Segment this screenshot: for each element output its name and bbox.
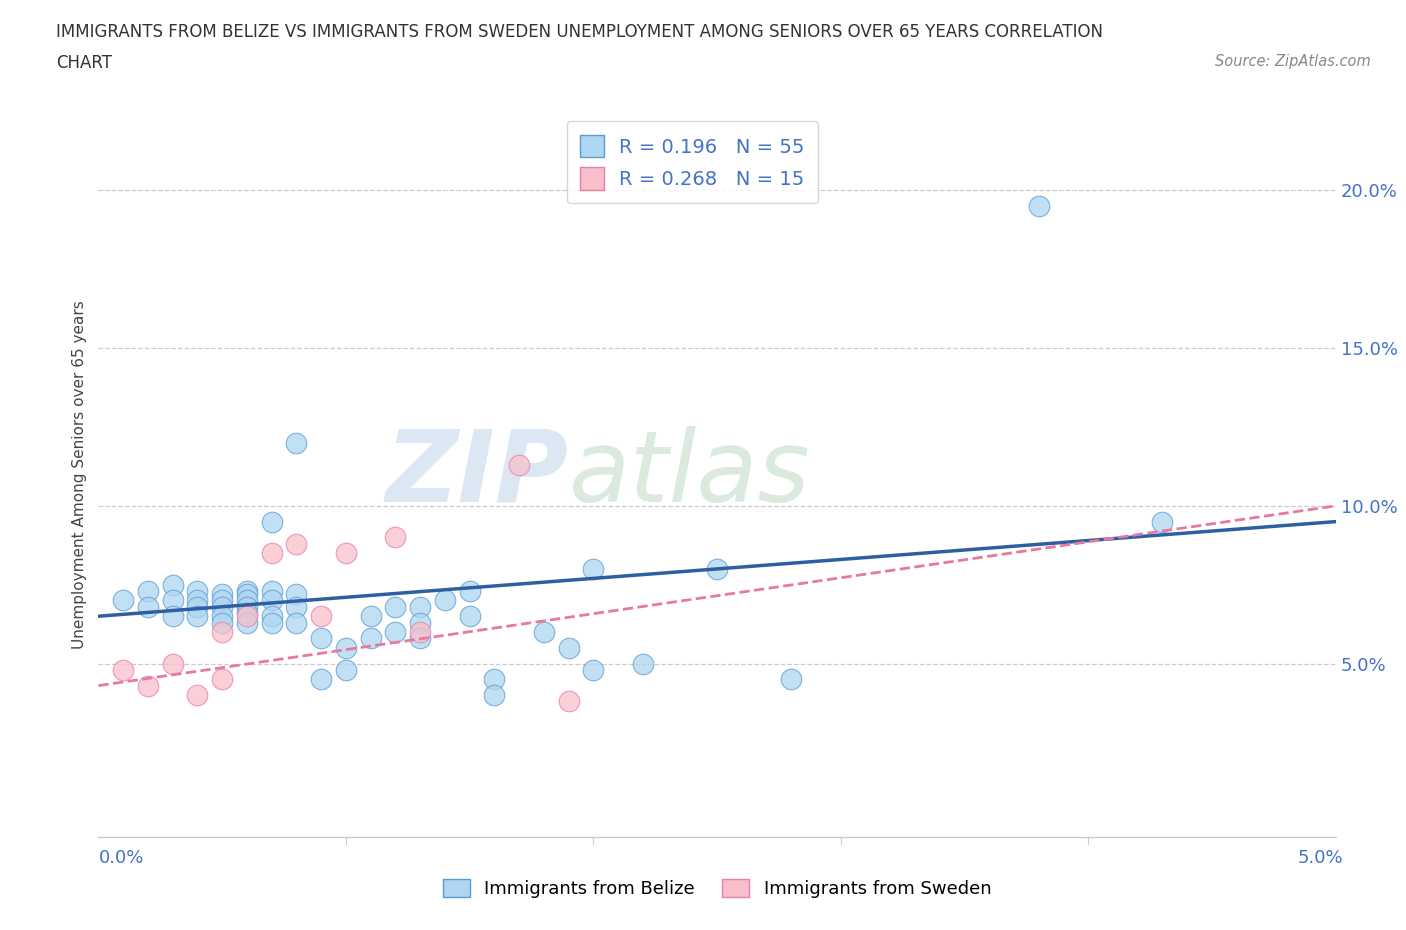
Point [557, 694, 579, 709]
Point [384, 530, 406, 545]
Point [706, 562, 728, 577]
Point [260, 514, 283, 529]
Point [186, 593, 208, 608]
Text: atlas: atlas [568, 426, 810, 523]
Point [335, 662, 357, 677]
Point [211, 593, 233, 608]
Point [409, 625, 432, 640]
Point [260, 609, 283, 624]
Point [136, 599, 159, 614]
Point [409, 631, 432, 645]
Point [780, 671, 803, 686]
Point [309, 671, 332, 686]
Point [285, 599, 308, 614]
Point [384, 599, 406, 614]
Point [186, 609, 208, 624]
Point [211, 609, 233, 624]
Point [557, 641, 579, 656]
Point [211, 587, 233, 602]
Point [260, 593, 283, 608]
Point [186, 687, 208, 702]
Point [508, 458, 530, 472]
Point [236, 615, 259, 630]
Text: CHART: CHART [56, 54, 112, 72]
Point [260, 546, 283, 561]
Point [360, 631, 382, 645]
Point [309, 631, 332, 645]
Point [631, 656, 654, 671]
Point [285, 435, 308, 450]
Point [162, 593, 184, 608]
Point [236, 593, 259, 608]
Y-axis label: Unemployment Among Seniors over 65 years: Unemployment Among Seniors over 65 years [72, 300, 87, 649]
Point [236, 583, 259, 598]
Point [285, 537, 308, 551]
Point [162, 578, 184, 592]
Point [162, 609, 184, 624]
Point [433, 593, 456, 608]
Point [484, 687, 506, 702]
Point [1028, 199, 1050, 214]
Text: ZIP: ZIP [385, 426, 568, 523]
Point [409, 615, 432, 630]
Point [236, 605, 259, 620]
Text: Source: ZipAtlas.com: Source: ZipAtlas.com [1215, 54, 1371, 69]
Point [136, 583, 159, 598]
Point [384, 625, 406, 640]
Point [136, 678, 159, 693]
Legend: Immigrants from Belize, Immigrants from Sweden: Immigrants from Belize, Immigrants from … [434, 870, 1000, 907]
Text: 5.0%: 5.0% [1298, 849, 1343, 867]
Point [309, 609, 332, 624]
Point [484, 671, 506, 686]
Point [236, 609, 259, 624]
Point [582, 662, 605, 677]
Point [285, 615, 308, 630]
Point [458, 609, 481, 624]
Point [582, 562, 605, 577]
Point [112, 593, 135, 608]
Point [236, 587, 259, 602]
Point [112, 662, 135, 677]
Point [335, 641, 357, 656]
Point [186, 599, 208, 614]
Legend: R = 0.196   N = 55, R = 0.268   N = 15: R = 0.196 N = 55, R = 0.268 N = 15 [567, 121, 818, 203]
Point [533, 625, 555, 640]
Point [458, 583, 481, 598]
Point [186, 583, 208, 598]
Point [360, 609, 382, 624]
Point [260, 583, 283, 598]
Point [211, 599, 233, 614]
Point [409, 599, 432, 614]
Point [211, 671, 233, 686]
Point [236, 599, 259, 614]
Point [260, 615, 283, 630]
Text: 0.0%: 0.0% [98, 849, 143, 867]
Point [162, 656, 184, 671]
Point [1152, 514, 1174, 529]
Text: IMMIGRANTS FROM BELIZE VS IMMIGRANTS FROM SWEDEN UNEMPLOYMENT AMONG SENIORS OVER: IMMIGRANTS FROM BELIZE VS IMMIGRANTS FRO… [56, 23, 1104, 41]
Point [211, 625, 233, 640]
Point [211, 615, 233, 630]
Point [285, 587, 308, 602]
Point [335, 546, 357, 561]
